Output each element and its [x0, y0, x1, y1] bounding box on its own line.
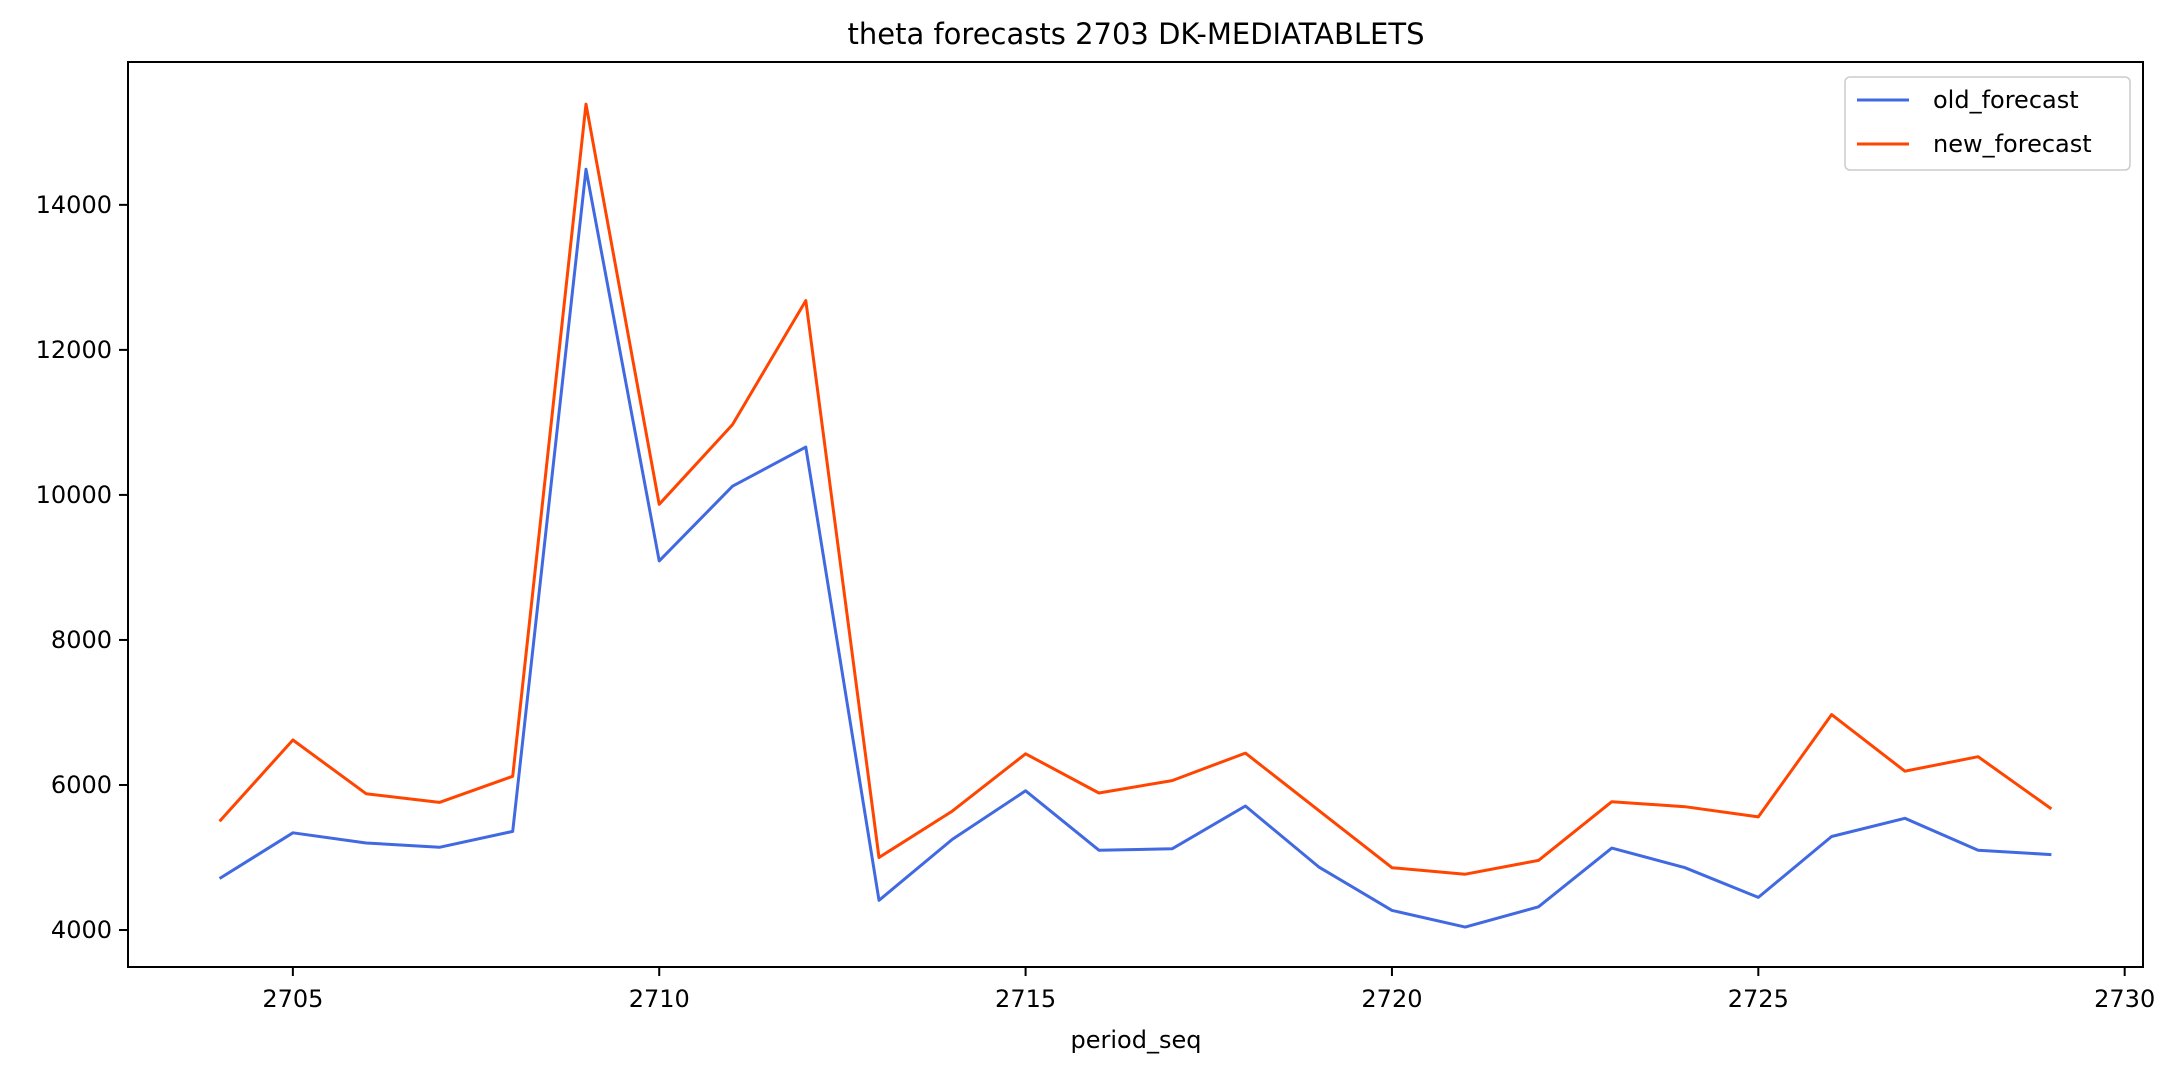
y-tick-label: 8000 — [51, 626, 112, 654]
x-tick-label: 2710 — [629, 985, 690, 1013]
legend-label-old_forecast: old_forecast — [1933, 86, 2079, 114]
series-line-old_forecast — [218, 167, 2052, 929]
y-tick-label: 6000 — [51, 771, 112, 799]
x-tick-label: 2715 — [995, 985, 1056, 1013]
series-line-new_forecast — [218, 102, 2053, 876]
plot-area — [218, 102, 2053, 929]
legend-box — [1844, 76, 2131, 171]
legend-label-new_forecast: new_forecast — [1933, 130, 2092, 158]
x-axis-label: period_seq — [1071, 1026, 1202, 1054]
legend: old_forecast new_forecast — [1844, 76, 2131, 171]
x-tick-label: 2730 — [2094, 985, 2155, 1013]
x-tick-label: 2720 — [1361, 985, 1422, 1013]
y-tick-label: 10000 — [36, 481, 112, 509]
plot-frame — [127, 61, 2144, 968]
x-tick-label: 2725 — [1728, 985, 1789, 1013]
axis-ticks: 2705 2710 2715 2720 2725 2730 4000 6000 8000 1000… — [36, 191, 2156, 1013]
chart-title: theta forecasts 2703 DK-MEDIATABLETS — [848, 17, 1425, 51]
y-tick-label: 14000 — [36, 191, 112, 219]
y-tick-label: 4000 — [51, 916, 112, 944]
y-tick-label: 12000 — [36, 336, 112, 364]
x-tick-label: 2705 — [262, 985, 323, 1013]
